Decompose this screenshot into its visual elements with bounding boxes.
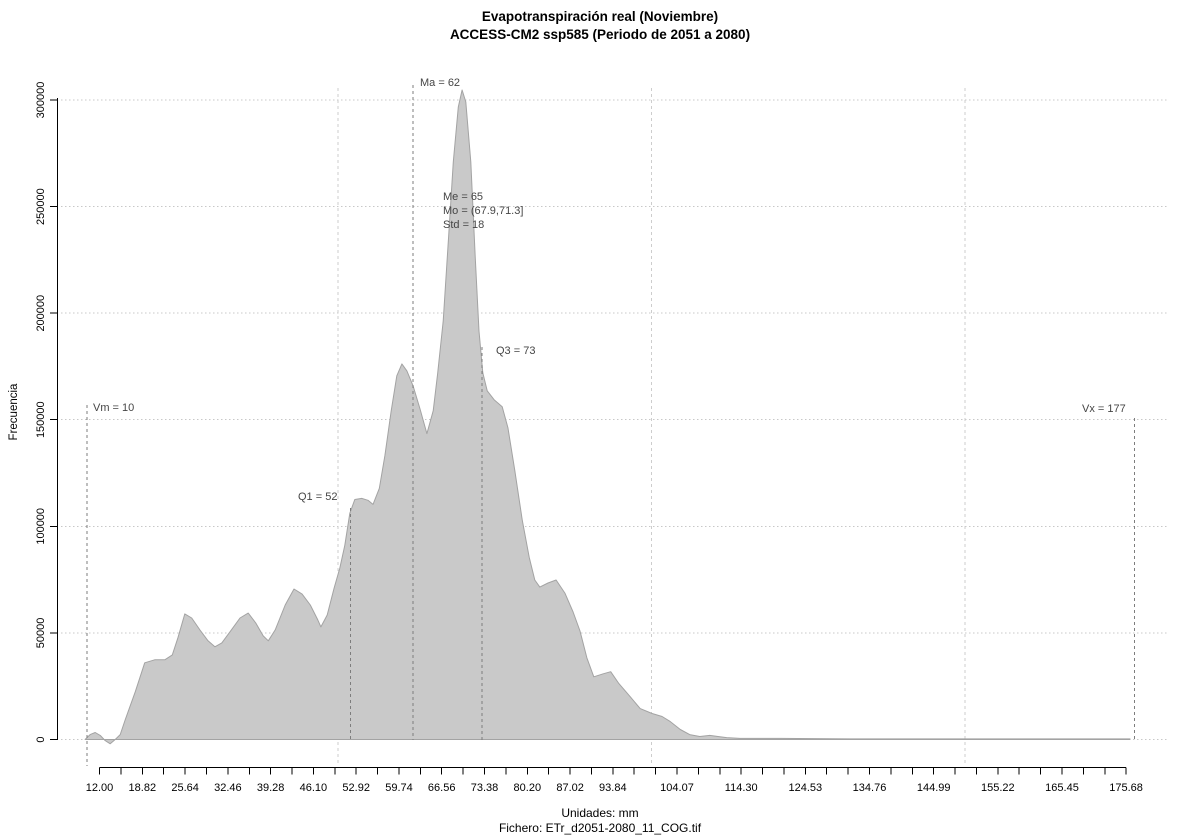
chart-title: Evapotranspiración real (Noviembre) [481,9,719,24]
x-tick-label: 87.02 [556,782,584,794]
x-tick-label: 124.53 [788,782,822,794]
y-tick-label: 300000 [35,82,47,119]
units-label: Unidades: mm [561,806,639,820]
x-tick-label: 18.82 [129,782,157,794]
x-tick-label: 59.74 [385,782,413,794]
annotation-min: Vm = 10 [93,402,135,414]
x-tick-label: 175.68 [1109,782,1143,794]
annotation-max: Vx = 177 [1082,403,1126,415]
y-tick-label: 100000 [35,508,47,545]
annotation-mode: Mo = (67.9,71.3] [443,205,524,217]
annotation-median: Me = 65 [443,191,484,203]
x-tick-label: 39.28 [257,782,285,794]
x-tick-label: 165.45 [1045,782,1079,794]
y-tick-label: 0 [35,736,47,742]
annotation-mean: Ma = 62 [420,77,461,89]
x-tick-label: 25.64 [171,782,199,794]
x-tick-label: 73.38 [471,782,499,794]
x-tick-label: 80.20 [514,782,542,794]
x-tick-label: 134.76 [853,782,887,794]
x-tick-label: 32.46 [214,782,242,794]
x-tick-label: 155.22 [981,782,1015,794]
x-tick-label: 66.56 [428,782,456,794]
annotation-std: Std = 18 [443,219,485,231]
density-area [84,89,1131,745]
annotation-q1: Q1 = 52 [298,491,338,503]
x-tick-label: 93.84 [599,782,627,794]
x-tick-label: 12.00 [86,782,114,794]
x-tick-label: 104.07 [660,782,694,794]
y-tick-label: 250000 [35,188,47,225]
chart-subtitle: ACCESS-CM2 ssp585 (Periodo de 2051 a 208… [449,27,751,42]
x-tick-label: 144.99 [917,782,951,794]
file-label: Fichero: ETr_d2051-2080_11_COG.tif [498,821,702,835]
x-tick-label: 46.10 [300,782,328,794]
y-tick-label: 200000 [35,295,47,332]
annotation-q3: Q3 = 73 [496,345,536,357]
x-tick-label: 114.30 [725,782,758,794]
y-tick-label: 150000 [35,401,47,438]
x-tick-label: 52.92 [342,782,370,794]
y-tick-label: 50000 [35,618,47,649]
